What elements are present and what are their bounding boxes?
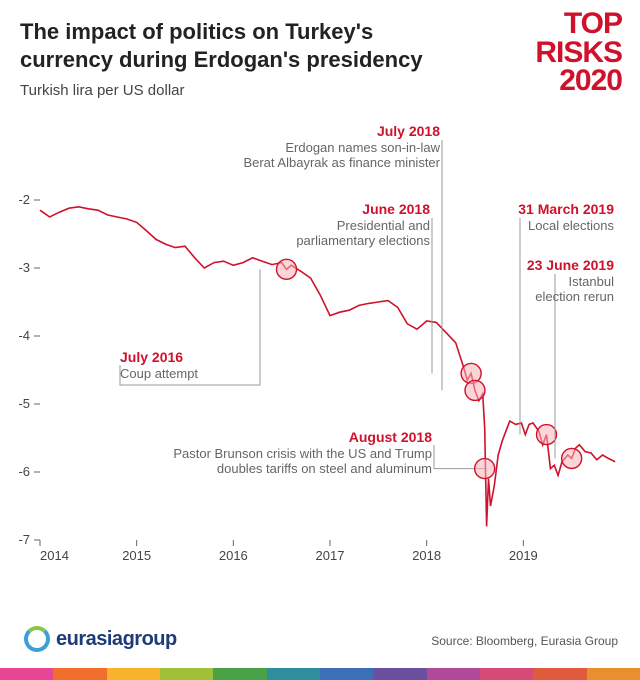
chart-title: The impact of politics on Turkey's curre… [20, 18, 440, 73]
logo-text-b: group [123, 628, 177, 650]
svg-text:Berat Albayrak as finance mini: Berat Albayrak as finance minister [243, 155, 440, 170]
svg-text:July 2018: July 2018 [377, 123, 440, 139]
svg-text:Local elections: Local elections [528, 218, 614, 233]
svg-text:2014: 2014 [40, 548, 69, 563]
svg-text:2019: 2019 [509, 548, 538, 563]
svg-text:Presidential and: Presidential and [337, 218, 430, 233]
logo-text-a: eurasia [56, 628, 123, 650]
color-stripe [0, 668, 640, 680]
svg-text:Erdogan names son-in-law: Erdogan names son-in-law [285, 140, 440, 155]
svg-text:Coup attempt: Coup attempt [120, 366, 198, 381]
svg-text:31 March 2019: 31 March 2019 [518, 201, 614, 217]
svg-text:election rerun: election rerun [535, 289, 614, 304]
y-axis: -2 -3 -4 -5 -6 -7 [18, 192, 40, 547]
svg-text:-3: -3 [18, 260, 30, 275]
svg-text:Pastor Brunson crisis with the: Pastor Brunson crisis with the US and Tr… [173, 446, 432, 461]
brand-line-2: RISKS [535, 39, 622, 68]
svg-text:August 2018: August 2018 [349, 429, 432, 445]
top-risks-badge: TOP RISKS 2020 [535, 10, 622, 96]
svg-text:parliamentary elections: parliamentary elections [296, 233, 430, 248]
source-text: Source: Bloomberg, Eurasia Group [431, 634, 618, 648]
logo-ring-icon [24, 626, 50, 652]
x-axis: 2014 2015 2016 2017 2018 2019 [40, 540, 538, 563]
svg-text:23 June 2019: 23 June 2019 [527, 257, 614, 273]
svg-text:June 2018: June 2018 [362, 201, 430, 217]
svg-text:-7: -7 [18, 532, 30, 547]
svg-text:2018: 2018 [412, 548, 441, 563]
svg-text:2015: 2015 [122, 548, 151, 563]
brand-line-3: 2020 [535, 67, 622, 96]
brand-line-1: TOP [535, 10, 622, 39]
footer: eurasiagroup Source: Bloomberg, Eurasia … [0, 610, 640, 680]
svg-text:doubles tariffs on steel and a: doubles tariffs on steel and aluminum [217, 461, 432, 476]
svg-text:-2: -2 [18, 192, 30, 207]
line-chart: -2 -3 -4 -5 -6 -7 2014 2015 2016 2017 2018 2019 Ju… [0, 110, 640, 590]
svg-text:July 2016: July 2016 [120, 349, 183, 365]
svg-text:2017: 2017 [316, 548, 345, 563]
eurasia-group-logo: eurasiagroup [24, 626, 177, 652]
svg-text:-4: -4 [18, 328, 30, 343]
svg-text:2016: 2016 [219, 548, 248, 563]
svg-text:Istanbul: Istanbul [568, 274, 614, 289]
svg-text:-5: -5 [18, 396, 30, 411]
chart-subtitle: Turkish lira per US dollar [20, 82, 185, 99]
svg-text:-6: -6 [18, 464, 30, 479]
event-annotations: July 2016Coup attempt June 2018Presidenti… [120, 123, 614, 479]
